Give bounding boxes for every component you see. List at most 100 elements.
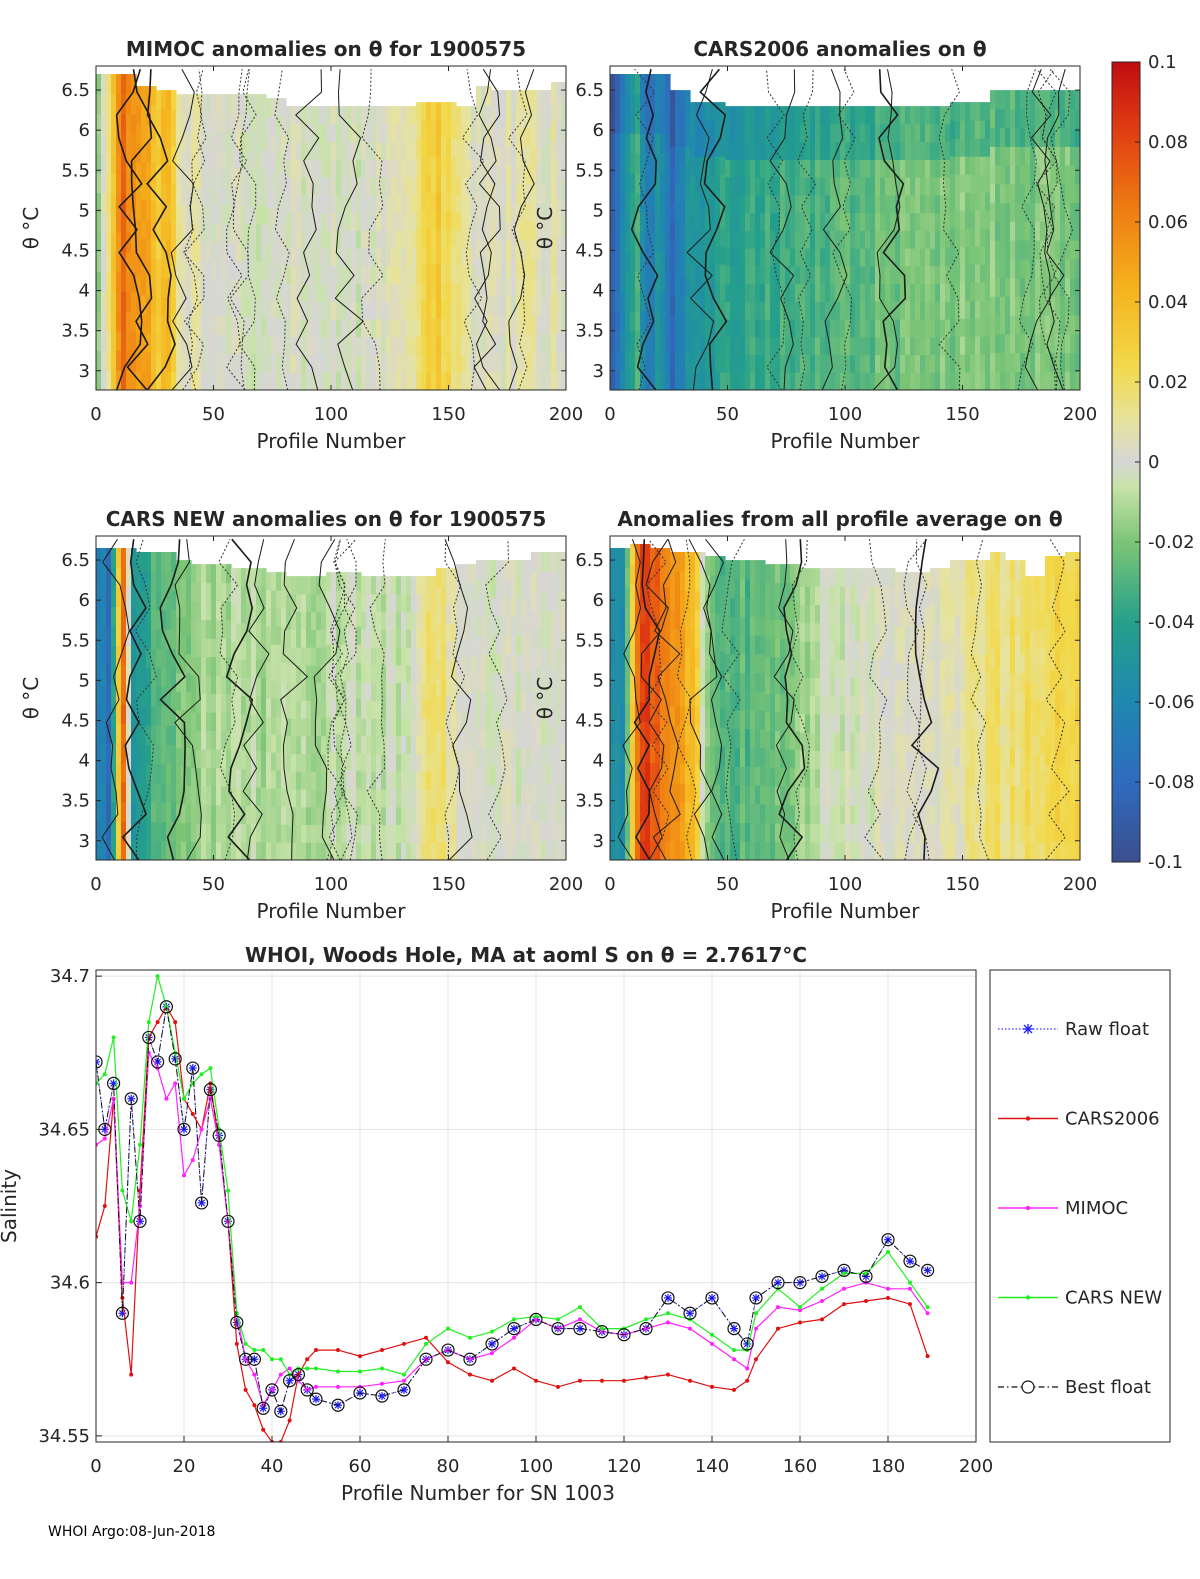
heatmap-cell [261, 842, 267, 861]
heatmap-cell [386, 124, 392, 142]
heatmap-cell [471, 266, 477, 284]
heatmap-cell [436, 282, 442, 301]
heatmap-cell [1000, 240, 1006, 259]
heatmap-cell [825, 142, 831, 160]
heatmap-cell [461, 142, 467, 160]
heatmap-cell [331, 590, 337, 609]
heatmap-cell [391, 159, 397, 177]
heatmap-cell [241, 751, 247, 770]
heatmap-cell [980, 336, 986, 355]
heatmap-cell [111, 646, 117, 666]
heatmap-cell [211, 316, 217, 335]
heatmap-cell [735, 159, 741, 177]
heatmap-cell [386, 771, 392, 789]
heatmap-cell [231, 168, 237, 187]
heatmap-cell [860, 177, 866, 195]
heatmap-cell [511, 579, 517, 598]
heatmap-cell [361, 372, 367, 390]
heatmap-cell [486, 276, 492, 296]
heatmap-cell [1010, 371, 1016, 390]
heatmap-cell [835, 301, 841, 319]
heatmap-cell [945, 372, 951, 390]
heatmap-cell [121, 114, 127, 134]
heatmap-cell [680, 725, 686, 745]
heatmap-cell [346, 824, 352, 843]
heatmap-cell [675, 687, 681, 707]
heatmap-cell [965, 138, 971, 157]
heatmap-cell [830, 213, 836, 231]
heatmap-cell [855, 106, 861, 124]
heatmap-cell [381, 124, 387, 142]
heatmap-cell [326, 644, 332, 663]
heatmap-cell [516, 710, 522, 729]
heatmap-cell [161, 552, 167, 572]
heatmap-cell [101, 74, 107, 94]
heatmap-cell [221, 242, 227, 261]
heatmap-cell [386, 807, 392, 825]
heatmap-cell [201, 749, 207, 768]
heatmap-cell [715, 264, 721, 283]
heatmap-cell [531, 334, 537, 353]
heatmap-cell [401, 647, 407, 665]
heatmap-cell [391, 284, 397, 302]
heatmap-cell [760, 319, 766, 337]
heatmap-cell [196, 564, 202, 583]
heatmap-cell [456, 142, 462, 160]
heatmap-cell [436, 659, 442, 678]
y-axis-label: θ °C [533, 207, 557, 250]
heatmap-cell [211, 150, 217, 169]
heatmap-cell [531, 745, 537, 765]
heatmap-cell [256, 623, 262, 642]
heatmap-cell [915, 248, 921, 266]
heatmap-cell [386, 355, 392, 373]
heatmap-cell [935, 177, 941, 195]
heatmap-cell [915, 337, 921, 355]
heatmap-cell [266, 262, 272, 281]
x-axis-label: Profile Number [257, 429, 407, 453]
heatmap-cell [411, 700, 417, 718]
heatmap-cell [351, 337, 357, 355]
heatmap-cell [381, 337, 387, 355]
heatmap-cell [875, 230, 881, 248]
heatmap-cell [146, 238, 152, 258]
heatmap-cell [935, 106, 941, 124]
heatmap-cell [625, 74, 631, 94]
heatmap-cell [481, 635, 487, 654]
heatmap-cell [501, 371, 507, 390]
heatmap-cell [286, 665, 292, 683]
heatmap-cell [556, 552, 562, 572]
heatmap-cell [221, 224, 227, 243]
heatmap-cell [321, 647, 327, 665]
heatmap-cell [396, 612, 402, 630]
heatmap-cell [326, 572, 332, 591]
x-tick-label: 150 [945, 404, 979, 425]
heatmap-cell [620, 193, 626, 213]
heatmap-cell [196, 842, 202, 861]
heatmap-cell [970, 246, 976, 265]
heatmap-cell [296, 213, 302, 231]
heatmap-cell [346, 788, 352, 807]
heatmap-cell [511, 296, 517, 315]
heatmap-cell [301, 683, 307, 701]
heatmap-cell [291, 372, 297, 390]
heatmap-cell [536, 184, 542, 203]
heatmap-cell [356, 752, 362, 771]
heatmap-cell [446, 732, 452, 751]
heatmap-cell [675, 90, 681, 109]
heatmap-cell [950, 174, 956, 193]
heatmap-cell [920, 106, 926, 124]
heatmap-cell [216, 564, 222, 583]
panel-title: CARS NEW anomalies on θ for 1900575 [106, 507, 547, 531]
heatmap-cell [306, 372, 312, 390]
heatmap-cell [620, 94, 626, 114]
heatmap-cell [266, 98, 272, 117]
heatmap-cell [441, 282, 447, 301]
heatmap-cell [546, 315, 552, 334]
heatmap-cell [96, 370, 102, 390]
heatmap-cell [356, 770, 362, 789]
heatmap-cell [441, 659, 447, 678]
heatmap-cell [436, 787, 442, 806]
heatmap-cell [650, 193, 656, 213]
heatmap-cell [531, 648, 537, 668]
